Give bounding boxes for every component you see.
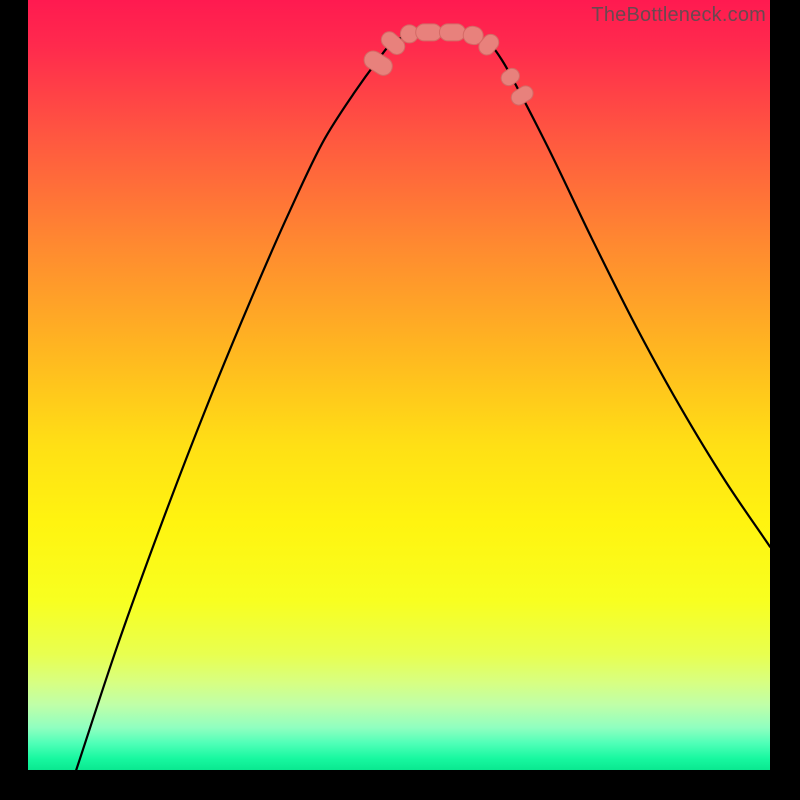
curve-marker (439, 24, 465, 41)
curve-marker (416, 24, 442, 41)
bottleneck-curve-chart (28, 0, 770, 770)
chart-container: TheBottleneck.com (0, 0, 800, 800)
plot-area (28, 0, 770, 770)
gradient-background (28, 0, 770, 770)
